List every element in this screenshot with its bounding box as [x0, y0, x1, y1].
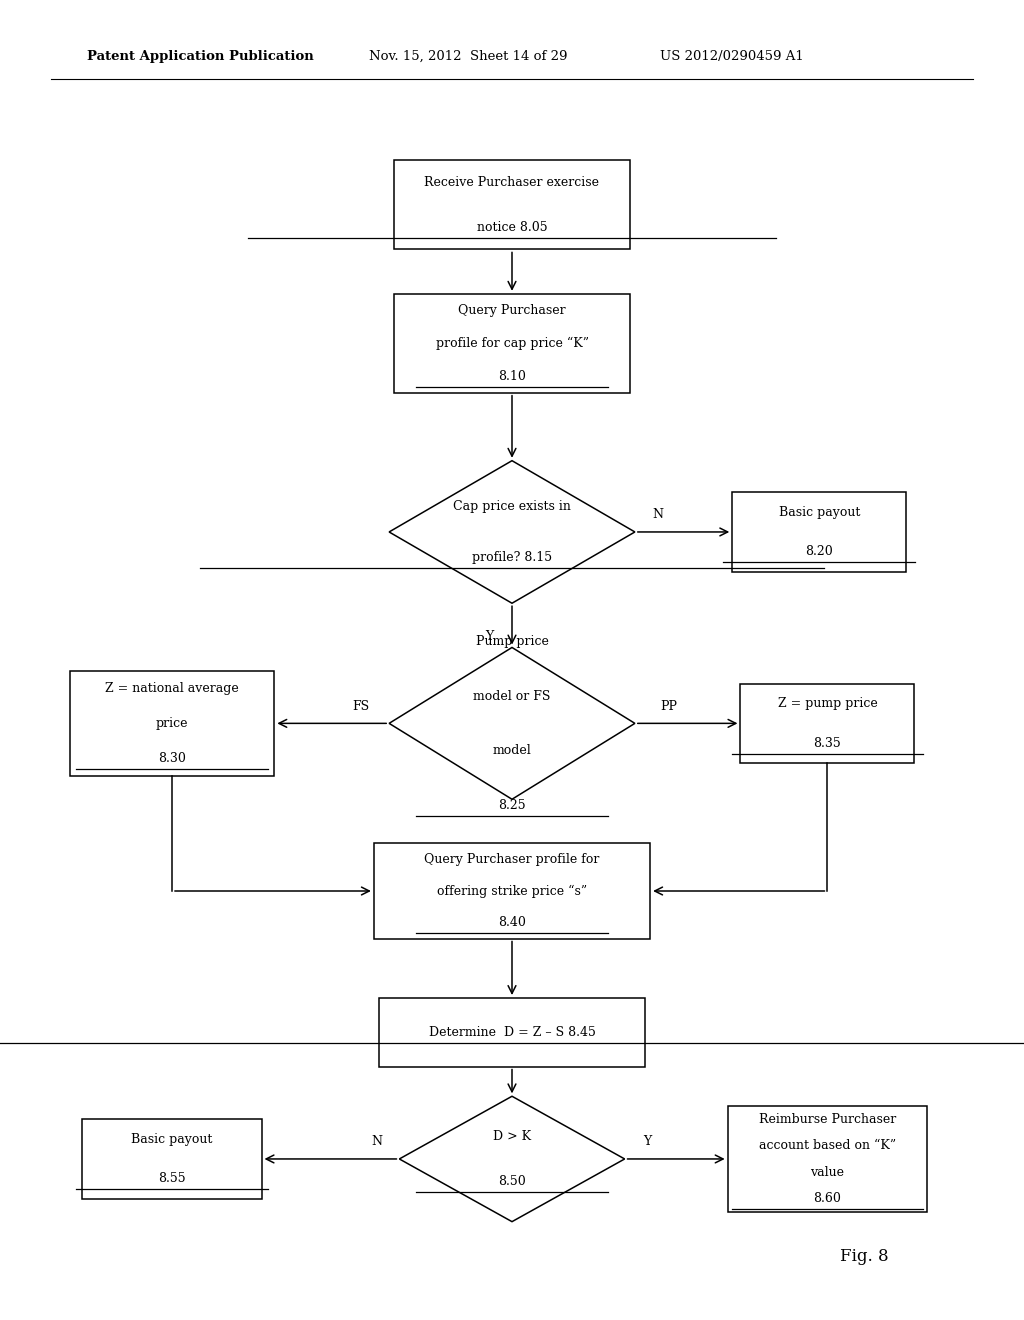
- Text: value: value: [810, 1166, 845, 1179]
- Text: model or FS: model or FS: [473, 689, 551, 702]
- Text: 8.60: 8.60: [813, 1192, 842, 1205]
- Text: PP: PP: [660, 700, 677, 713]
- Text: US 2012/0290459 A1: US 2012/0290459 A1: [660, 50, 804, 63]
- Text: D > K: D > K: [493, 1130, 531, 1143]
- Text: Y: Y: [485, 630, 494, 643]
- Text: Patent Application Publication: Patent Application Publication: [87, 50, 313, 63]
- Text: price: price: [156, 717, 188, 730]
- Text: Fig. 8: Fig. 8: [840, 1249, 888, 1265]
- Bar: [740, 684, 914, 763]
- Polygon shape: [389, 647, 635, 799]
- Text: notice 8.05: notice 8.05: [477, 220, 547, 234]
- Text: 8.30: 8.30: [158, 752, 186, 766]
- Text: N: N: [372, 1135, 382, 1148]
- Bar: [379, 998, 645, 1067]
- Text: Z = national average: Z = national average: [105, 681, 239, 694]
- Text: 8.55: 8.55: [159, 1172, 185, 1185]
- Text: 8.10: 8.10: [498, 370, 526, 383]
- Bar: [732, 492, 906, 572]
- Text: 8.25: 8.25: [499, 799, 525, 812]
- Bar: [83, 1119, 262, 1199]
- Text: 8.20: 8.20: [805, 545, 834, 558]
- Text: 8.50: 8.50: [498, 1175, 526, 1188]
- Text: Cap price exists in: Cap price exists in: [453, 500, 571, 512]
- Text: Query Purchaser profile for: Query Purchaser profile for: [424, 853, 600, 866]
- Text: Determine  D = Z – S 8.45: Determine D = Z – S 8.45: [429, 1026, 595, 1039]
- Text: Z = pump price: Z = pump price: [777, 697, 878, 710]
- Text: Y: Y: [643, 1135, 651, 1148]
- Bar: [394, 160, 630, 249]
- Text: Pump price: Pump price: [475, 635, 549, 648]
- Bar: [70, 671, 274, 776]
- Text: Receive Purchaser exercise: Receive Purchaser exercise: [425, 176, 599, 189]
- Text: N: N: [652, 508, 663, 521]
- Text: Reimburse Purchaser: Reimburse Purchaser: [759, 1113, 896, 1126]
- Bar: [374, 843, 650, 939]
- Text: offering strike price “s”: offering strike price “s”: [437, 884, 587, 898]
- Text: account based on “K”: account based on “K”: [759, 1139, 896, 1152]
- Text: 8.35: 8.35: [813, 737, 842, 750]
- Text: Nov. 15, 2012  Sheet 14 of 29: Nov. 15, 2012 Sheet 14 of 29: [369, 50, 567, 63]
- Text: profile for cap price “K”: profile for cap price “K”: [435, 337, 589, 350]
- Text: Basic payout: Basic payout: [131, 1133, 213, 1146]
- Bar: [394, 294, 630, 393]
- Bar: [727, 1106, 928, 1212]
- Text: 8.40: 8.40: [498, 916, 526, 929]
- Polygon shape: [389, 461, 635, 603]
- Text: FS: FS: [352, 700, 369, 713]
- Polygon shape: [399, 1096, 625, 1222]
- Text: model: model: [493, 744, 531, 758]
- Text: Query Purchaser: Query Purchaser: [458, 304, 566, 317]
- Text: Basic payout: Basic payout: [778, 506, 860, 519]
- Text: profile? 8.15: profile? 8.15: [472, 552, 552, 564]
